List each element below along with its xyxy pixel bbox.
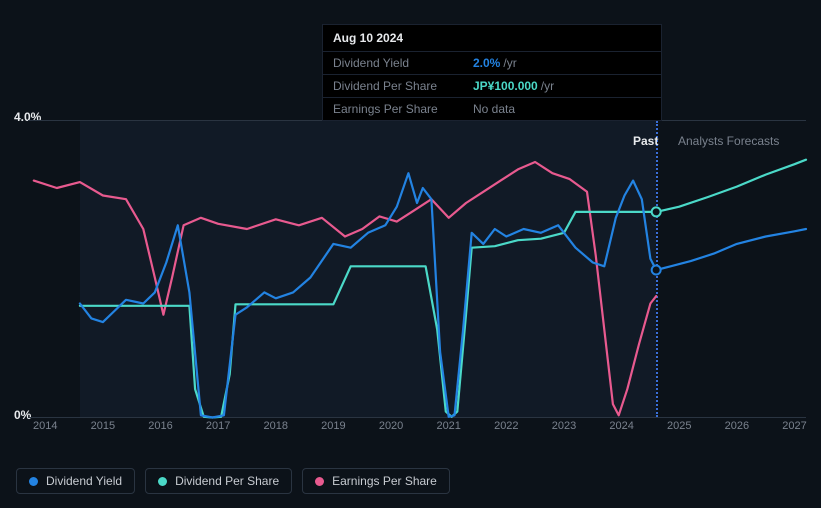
plot-area[interactable] — [28, 120, 806, 418]
x-axis-tick: 2017 — [206, 420, 230, 432]
x-axis-tick: 2020 — [379, 420, 403, 432]
x-axis-labels: 2014 2015 2016 2017 2018 2019 2020 2021 2022 2023… — [28, 420, 806, 438]
x-axis-tick: 2023 — [552, 420, 576, 432]
x-axis-tick: 2018 — [264, 420, 288, 432]
x-axis-tick: 2024 — [609, 420, 633, 432]
legend-label: Dividend Yield — [46, 474, 122, 488]
tooltip-row-value: JP¥100.000 — [473, 79, 538, 93]
legend-dot — [158, 477, 167, 486]
x-axis-tick: 2015 — [91, 420, 115, 432]
x-axis-tick: 2025 — [667, 420, 691, 432]
x-axis-tick: 2016 — [148, 420, 172, 432]
legend-label: Dividend Per Share — [175, 474, 279, 488]
tooltip-row: Dividend Yield 2.0% /yr — [323, 52, 661, 75]
chart-tooltip: Aug 10 2024 Dividend Yield 2.0% /yr Divi… — [322, 24, 662, 121]
tooltip-row: Dividend Per Share JP¥100.000 /yr — [323, 75, 661, 98]
past-label: Past — [633, 134, 658, 148]
chart-lines — [28, 121, 806, 417]
legend-label: Earnings Per Share — [332, 474, 437, 488]
tooltip-row-label: Dividend Yield — [333, 56, 473, 70]
tooltip-date: Aug 10 2024 — [323, 25, 661, 52]
legend-dot — [29, 477, 38, 486]
x-axis-tick: 2014 — [33, 420, 57, 432]
tooltip-row-suffix: /yr — [503, 56, 516, 70]
x-axis-tick: 2019 — [321, 420, 345, 432]
tooltip-row: Earnings Per Share No data — [323, 98, 661, 120]
legend-item-dividend-yield[interactable]: Dividend Yield — [16, 468, 135, 494]
tooltip-row-label: Earnings Per Share — [333, 102, 473, 116]
legend-item-dividend-per-share[interactable]: Dividend Per Share — [145, 468, 292, 494]
x-axis-tick: 2027 — [782, 420, 806, 432]
legend-dot — [315, 477, 324, 486]
tooltip-row-suffix: /yr — [541, 79, 554, 93]
tooltip-row-label: Dividend Per Share — [333, 79, 473, 93]
x-axis-tick: 2022 — [494, 420, 518, 432]
x-axis-tick: 2021 — [436, 420, 460, 432]
x-axis-tick: 2026 — [725, 420, 749, 432]
chart-legend: Dividend Yield Dividend Per Share Earnin… — [16, 468, 450, 494]
tooltip-row-nodata: No data — [473, 102, 515, 116]
legend-item-earnings-per-share[interactable]: Earnings Per Share — [302, 468, 450, 494]
tooltip-row-value: 2.0% — [473, 56, 500, 70]
forecast-label: Analysts Forecasts — [678, 134, 779, 148]
chart-container: 4.0% 0% 20142015201620172018201920202021… — [14, 100, 806, 430]
